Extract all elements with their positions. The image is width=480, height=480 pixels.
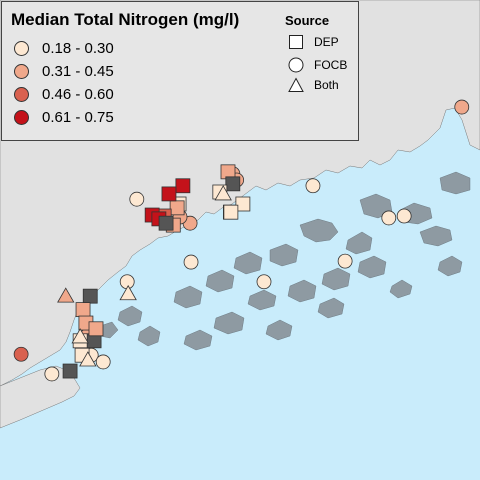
- station-marker-square: [75, 302, 91, 318]
- station-marker-square: [235, 196, 251, 212]
- station-marker-circle: [337, 253, 353, 269]
- station-marker-circle: [95, 354, 111, 370]
- station-marker-square: [88, 321, 104, 337]
- station-marker-circle: [256, 274, 272, 290]
- station-marker-circle: [129, 191, 145, 207]
- station-marker-circle: [396, 208, 412, 224]
- station-marker-triangle: [119, 284, 137, 301]
- legend-swatch-class-2: [14, 63, 29, 79]
- legend-label: 0.18 - 0.30: [42, 39, 114, 57]
- station-markers: [13, 99, 470, 382]
- square-icon: [288, 34, 304, 50]
- station-marker-triangle: [214, 185, 232, 201]
- station-marker-circle: [13, 346, 29, 362]
- station-marker-square: [175, 178, 191, 194]
- station-marker-triangle: [79, 351, 97, 367]
- legend-label: 0.46 - 0.60: [42, 85, 114, 103]
- station-marker-circle: [305, 178, 321, 194]
- station-marker-circle: [454, 99, 470, 115]
- station-marker-square: [82, 288, 98, 304]
- legend-row: 0.18 - 0.30: [14, 38, 114, 58]
- station-marker-circle: [381, 210, 397, 226]
- station-marker-square: [161, 186, 177, 202]
- legend-swatch-class-3: [14, 86, 29, 102]
- legend-row: 0.31 - 0.45: [14, 61, 114, 81]
- legend-row: 0.61 - 0.75: [14, 107, 114, 127]
- legend-title: Median Total Nitrogen (mg/l): [11, 10, 240, 29]
- source-row-focb: FOCB: [288, 56, 347, 74]
- legend-swatch-class-4: [14, 109, 29, 125]
- legend: Median Total Nitrogen (mg/l) 0.18 - 0.30…: [1, 1, 359, 141]
- station-marker-triangle: [57, 287, 75, 303]
- triangle-icon: [288, 77, 304, 93]
- cape: [0, 365, 81, 429]
- source-label: DEP: [314, 35, 339, 49]
- source-title: Source: [285, 13, 330, 28]
- source-label: FOCB: [314, 58, 348, 72]
- station-marker-square: [225, 176, 241, 192]
- station-marker-square: [158, 215, 174, 231]
- islands: [99, 171, 471, 351]
- legend-label: 0.61 - 0.75: [42, 108, 114, 126]
- source-label: Both: [314, 78, 339, 92]
- station-marker-square: [223, 204, 239, 220]
- station-marker-square: [169, 200, 185, 216]
- station-marker-circle: [44, 366, 60, 382]
- legend-row: 0.46 - 0.60: [14, 84, 114, 104]
- station-marker-circle: [183, 254, 199, 270]
- station-marker-triangle: [71, 328, 89, 344]
- legend-label: 0.31 - 0.45: [42, 62, 114, 80]
- circle-icon: [288, 57, 304, 73]
- source-row-dep: DEP: [288, 33, 339, 51]
- station-marker-square: [62, 363, 78, 379]
- source-row-both: Both: [288, 76, 339, 94]
- legend-swatch-class-1: [14, 40, 29, 56]
